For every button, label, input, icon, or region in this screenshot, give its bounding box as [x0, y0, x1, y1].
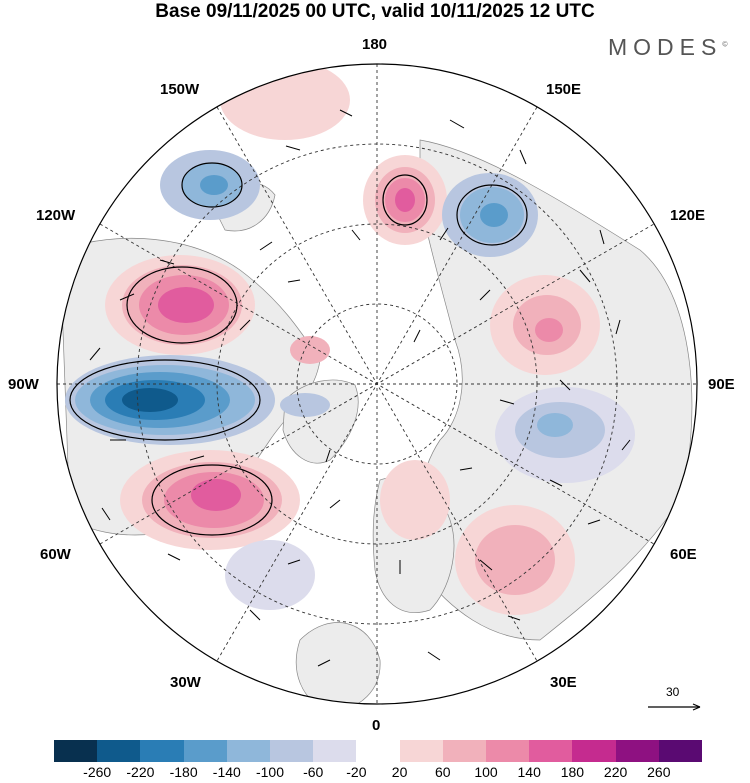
- lon-label-60e: 60E: [670, 546, 697, 563]
- colorbar-segment: [313, 740, 357, 762]
- colorbar-tick-label: 140: [517, 764, 541, 780]
- anomaly-pos-scandinavia: [380, 460, 450, 540]
- colorbar-segment: [356, 740, 400, 762]
- anomaly-field: [65, 64, 635, 615]
- colorbar-ticks: -260 -220 -180 -140 -100 -60 -20 20 60 100 140 180 2…: [54, 764, 702, 782]
- lon-label-150w: 150W: [160, 81, 200, 98]
- lon-label-60w: 60W: [40, 546, 71, 563]
- colorbar-segment: [486, 740, 530, 762]
- colorbar-segment: [183, 740, 227, 762]
- colorbar-tick-label: -180: [169, 764, 198, 780]
- anomaly-pos-arctic-low: [290, 336, 330, 364]
- lon-label-90w: 90W: [8, 376, 39, 393]
- lon-label-30e: 30E: [550, 674, 577, 691]
- colorbar-segment: [658, 740, 703, 762]
- colorbar-tick-label: -220: [126, 764, 155, 780]
- lon-label-30w: 30W: [170, 674, 201, 691]
- colorbar-tick-label: 260: [647, 764, 671, 780]
- colorbar-tick-label: -140: [212, 764, 241, 780]
- colorbar-segment: [140, 740, 184, 762]
- colorbar-tick-label: -20: [346, 764, 367, 780]
- wind-vectors: [89, 109, 631, 667]
- colorbar-tick-label: 220: [603, 764, 628, 780]
- colorbar-tick-label: -60: [303, 764, 324, 780]
- modes-logo: MODES©: [608, 34, 728, 60]
- anomaly-neg-baffin: [280, 393, 330, 417]
- anomaly-pos-pacific: [220, 64, 350, 140]
- colorbar-segment: [399, 740, 443, 762]
- lon-label-150e: 150E: [546, 81, 582, 98]
- colorbar-segment: [615, 740, 659, 762]
- lon-label-120w: 120W: [36, 207, 76, 224]
- colorbar-segment: [529, 740, 573, 762]
- colorbar-segment: [270, 740, 314, 762]
- lon-label-0: 0: [372, 717, 381, 734]
- colorbar-tick-label: 60: [435, 764, 451, 780]
- lon-label-180: 180: [362, 36, 388, 53]
- colorbar-tick-label: 180: [560, 764, 585, 780]
- graticule: [57, 64, 697, 704]
- land-africa: [296, 622, 381, 704]
- height-contours: [69, 162, 528, 536]
- wind-reference-label: 30: [666, 685, 680, 699]
- colorbar-tick-label: -260: [83, 764, 112, 780]
- map-boundary: [56, 63, 698, 705]
- colorbar-segment: [97, 740, 141, 762]
- colorbar-segment: [572, 740, 616, 762]
- colorbar-segment: [226, 740, 271, 762]
- colorbar-tick-label: 20: [391, 764, 408, 780]
- colorbar-tick-label: -100: [255, 764, 285, 780]
- lon-label-90e: 90E: [708, 376, 735, 393]
- anomaly-neg-labrador: [225, 540, 315, 610]
- lon-label-120e: 120E: [670, 207, 706, 224]
- colorbar-segment: [54, 740, 98, 762]
- colorbar-tick-label: 100: [474, 764, 498, 780]
- colorbar-segment: [442, 740, 487, 762]
- map-title: Base 09/11/2025 00 UTC, valid 10/11/2025…: [155, 1, 595, 22]
- colorbar: [54, 740, 703, 762]
